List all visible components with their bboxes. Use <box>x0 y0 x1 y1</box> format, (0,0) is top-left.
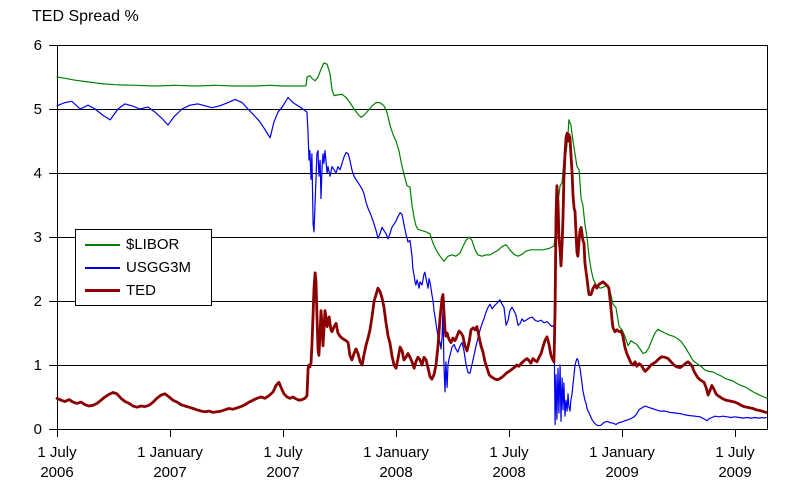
usgg3m-line-swatch <box>85 266 120 269</box>
x-tick-label-year: 2007 <box>266 464 299 481</box>
y-tick-label-3: 3 <box>34 229 42 246</box>
x-tick-label-year: 2009 <box>605 464 638 481</box>
x-tick-label-year: 2007 <box>153 464 186 481</box>
x-tick-label-year: 2009 <box>718 464 751 481</box>
series-line-usgg3m <box>56 96 767 427</box>
y-tick-label-5: 5 <box>34 101 42 118</box>
x-tick-label-date: 1 July <box>37 444 77 461</box>
legend-item-libor: $LIBOR <box>76 233 211 256</box>
chart-title: TED Spread % <box>32 8 139 25</box>
data-series <box>55 62 768 427</box>
y-tick-label-0: 0 <box>34 421 42 438</box>
y-tick-label-2: 2 <box>34 293 42 310</box>
x-tick-label-date: 1 January <box>589 444 655 461</box>
series-line-ted <box>55 131 768 414</box>
libor-line-swatch <box>85 243 120 246</box>
series-line-libor <box>56 62 768 399</box>
legend: $LIBOR USGG3M TED <box>75 229 212 306</box>
legend-label-usgg3m: USGG3M <box>126 259 192 276</box>
y-tick-label-4: 4 <box>34 165 42 182</box>
y-tick-label-1: 1 <box>34 357 42 374</box>
axes <box>49 45 768 437</box>
y-tick-label-6: 6 <box>34 37 42 54</box>
legend-item-usgg3m: USGG3M <box>76 256 211 279</box>
x-tick-label-date: 1 January <box>363 444 429 461</box>
ted-line-swatch <box>85 289 120 292</box>
axis-tick-labels: 0 1 2 3 4 5 6 1 July 2006 1 January 2007 1 July 2007… <box>34 37 755 481</box>
x-tick-label-date: 1 July <box>489 444 529 461</box>
legend-label-ted: TED <box>126 282 156 299</box>
x-tick-label-year: 2006 <box>40 464 73 481</box>
x-tick-label-date: 1 July <box>263 444 303 461</box>
legend-label-libor: $LIBOR <box>126 236 180 253</box>
legend-item-ted: TED <box>76 279 211 302</box>
x-tick-label-year: 2008 <box>492 464 525 481</box>
x-tick-label-date: 1 July <box>715 444 755 461</box>
x-tick-label-year: 2008 <box>379 464 412 481</box>
x-tick-label-date: 1 January <box>137 444 203 461</box>
